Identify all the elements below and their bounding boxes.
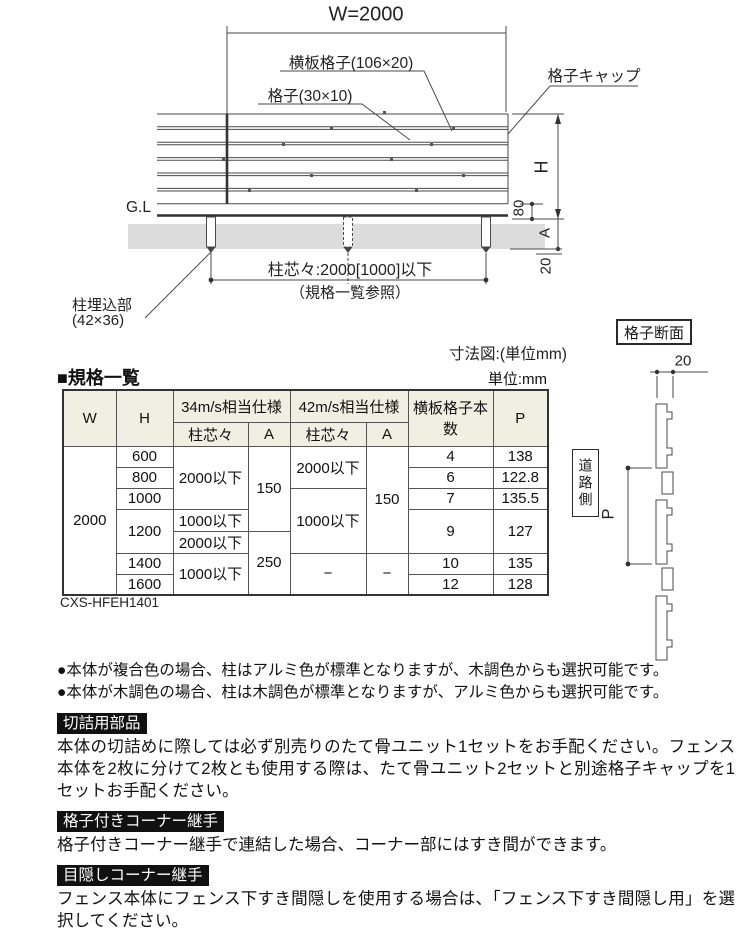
section-title-box: 格子断面 [616,319,692,345]
note-text-corner-joint: 格子付きコーナー継手で連結した場合、コーナー部にはすき間ができます。 [57,836,617,854]
cell-count: 9 [407,508,494,554]
cell-p: 138 [492,445,549,468]
cell-pillar42: 2000以下 [289,445,367,489]
cell-pillar34: 1000以下 [172,508,249,532]
col-header-a34: A [247,421,291,447]
cell-count: 10 [407,552,494,575]
table-row: 2000以下 250 [63,530,548,596]
col-header-spec42: 42m/s相当仕様 [289,389,409,423]
dim-80-label: 80 [510,199,528,217]
cell-h: 1200 [115,508,174,554]
note-text-cut-parts: 本体の切詰めに際しては必ず別売りのたて骨ユニット1セットをお手配ください。フェン… [57,738,735,800]
cell-h: 1600 [115,573,174,596]
cell-h: 1000 [115,487,174,510]
col-header-spec34: 34m/s相当仕様 [172,389,291,423]
road-side-label: 道路側 [577,457,594,509]
cell-p: 128 [492,573,549,596]
section-title: 格子断面 [623,324,684,342]
cell-h: 800 [115,466,174,489]
post-embed-label: 柱埋込部 [72,297,133,314]
cell-a42: − [365,552,409,596]
dim-a-label: A [536,227,554,239]
section-p-dim-label: P [599,508,618,520]
post-pitch-ref-label: （規格一覧参照） [289,284,411,302]
cell-pillar34: 2000以下 [172,530,249,554]
w-dimension-label: W=2000 [328,3,404,26]
spec-table: W H 34m/s相当仕様 42m/s相当仕様 横板格子本数 P 柱芯々 A 柱… [62,389,549,596]
cell-p: 127 [492,508,549,554]
cell-count: 6 [407,466,494,489]
spec-table-title: ■規格一覧 [57,368,140,388]
col-header-h: H [115,389,174,447]
note-bullet: ●本体が複合色の場合、柱はアルミ色が標準となりますが、木調色からも選択可能です。 [57,662,669,679]
model-code: CXS-HFEH1401 [60,595,160,610]
note-label-cut-parts: 切詰用部品 [57,713,147,734]
cell-a34: 150 [247,445,291,532]
drawing-caption: 寸法図:(単位mm) [449,346,567,363]
board-lattice-label: 横板格子(106×20) [288,55,414,72]
col-header-p: P [492,389,549,447]
table-row: 1400 1000以下 − − 10 135 [63,552,549,596]
table-row: 1000 1000以下 7 135.5 [63,487,549,554]
col-header-pillar34: 柱芯々 [172,421,249,447]
note-text-privacy-corner-joint: フェンス本体にフェンス下すき間隠しを使用する場合は、「フェンス下すき間隠し用」を… [57,890,735,930]
note-label-privacy-corner-joint: 目隠しコーナー継手 [57,865,209,886]
note-label-corner-joint: 格子付きコーナー継手 [57,811,225,832]
cell-p: 122.8 [492,466,549,489]
post-embed-size-label: (42×36) [72,312,125,329]
lattice-label: 格子(30×10) [267,88,353,105]
col-header-a42: A [365,421,409,447]
lattice-cap-label: 格子キャップ [547,68,641,85]
post-pitch-dim-label: 柱芯々:2000[1000]以下 [267,262,433,279]
unit-label: 単位:mm [487,371,547,388]
cell-count: 7 [407,487,494,510]
cell-pillar34: 1000以下 [172,552,249,596]
cell-count: 4 [407,445,494,468]
cell-pillar42: − [289,552,367,596]
table-row: 1600 12 128 [63,573,549,596]
section-dim-20-label: 20 [674,352,692,370]
cell-h: 600 [115,445,174,468]
table-row: 1200 1000以下 9 127 [63,508,549,554]
cell-w: 2000 [62,445,117,596]
note-bullet: ●本体が木調色の場合、柱は木調色が標準となりますが、アルミ色からも選択可能です。 [57,684,669,701]
road-side-box: 道路側 [572,449,599,517]
cell-pillar34: 2000以下 [172,445,249,510]
cell-a42: 150 [365,445,409,554]
cell-a34: 250 [247,530,291,596]
ground-level-label: G.L [126,199,151,216]
col-header-pillar42: 柱芯々 [289,421,367,447]
cell-h: 1400 [115,552,174,575]
cell-pillar42: 1000以下 [289,487,367,554]
cell-p: 135.5 [492,487,549,510]
fence-elevation-drawing [128,26,708,661]
notes-section: ●本体が複合色の場合、柱はアルミ色が標準となりますが、木調色からも選択可能です。… [57,660,735,932]
col-header-w: W [62,389,117,447]
col-header-count: 横板格子本数 [407,389,494,447]
cell-count: 12 [407,573,494,596]
h-dim-label: H [531,160,552,174]
cell-p: 135 [492,552,549,575]
dim-20-label: 20 [537,257,555,275]
table-row: 2000 600 2000以下 150 2000以下 150 4 138 [62,445,549,596]
